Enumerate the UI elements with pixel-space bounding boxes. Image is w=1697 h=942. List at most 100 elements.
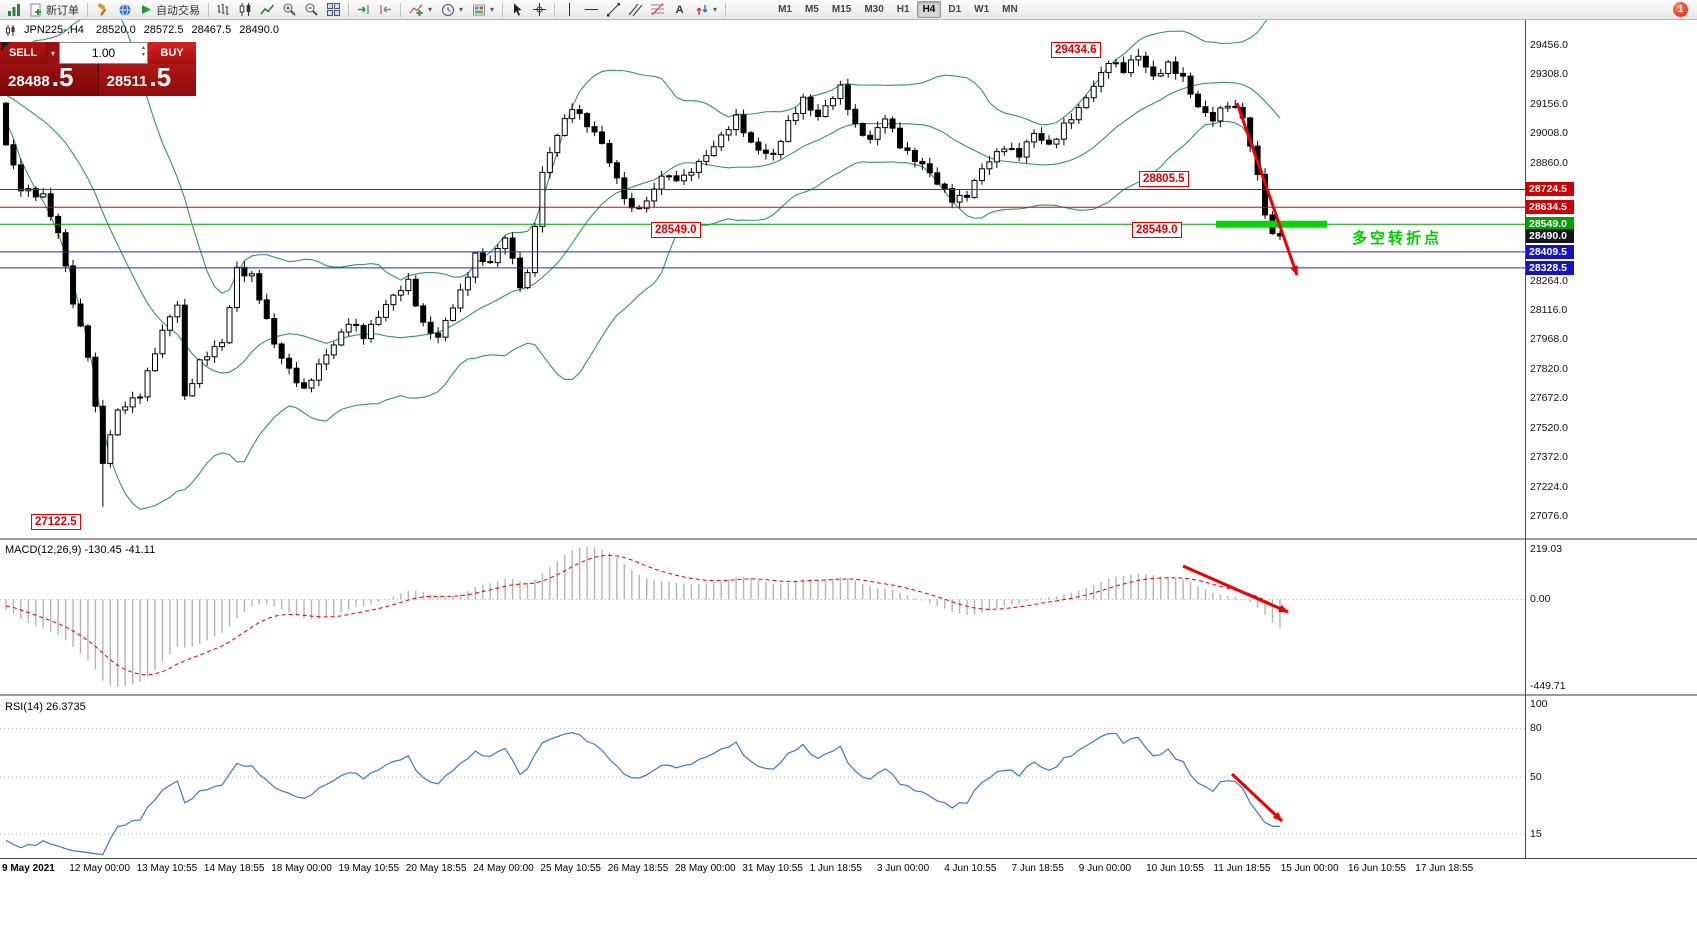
zoom-in-button[interactable] bbox=[279, 1, 300, 19]
time-axis-border bbox=[0, 858, 1697, 859]
volume-spinner[interactable]: ▴ ▾ bbox=[142, 45, 145, 59]
price-level-badge: 28328.5 bbox=[1526, 260, 1574, 275]
timeframe-m1[interactable]: M1 bbox=[778, 4, 792, 15]
time-axis[interactable]: 9 May 2021 12 May 00:00 13 May 10:55 14 May… bbox=[0, 859, 1697, 879]
globe-icon bbox=[119, 3, 130, 16]
price-tick-label: 27672.0 bbox=[1530, 391, 1568, 404]
timeframe-m15[interactable]: M15 bbox=[831, 4, 852, 15]
spinner-up-icon[interactable]: ▴ bbox=[141, 45, 145, 51]
timeframe-w1[interactable]: W1 bbox=[974, 4, 990, 15]
time-label: 18 May 00:00 bbox=[271, 863, 332, 874]
time-label: 9 Jun 00:00 bbox=[1078, 863, 1132, 874]
auto-scroll-icon bbox=[358, 5, 369, 14]
candlestick-icon bbox=[239, 3, 251, 16]
bar-chart-mode-button[interactable] bbox=[213, 1, 234, 19]
chart-shift-icon bbox=[380, 5, 391, 14]
new-order-button[interactable]: 新订单 bbox=[25, 1, 83, 19]
buy-button[interactable]: BUY bbox=[148, 42, 196, 64]
timeframe-h1[interactable]: H1 bbox=[896, 4, 910, 15]
sell-price-display[interactable]: 28488.5 bbox=[0, 64, 98, 96]
time-label: 7 Jun 18:55 bbox=[1011, 863, 1064, 874]
market-button[interactable] bbox=[114, 1, 135, 19]
autotrading-button[interactable]: 自动交易 bbox=[136, 1, 204, 19]
macd-signal-line bbox=[5, 554, 1281, 676]
symbol-icon bbox=[6, 24, 15, 36]
toolbar-separator bbox=[502, 2, 504, 17]
autotrade-play-icon bbox=[142, 5, 151, 14]
trend-arrow[interactable] bbox=[1182, 564, 1289, 614]
fibonacci-icon bbox=[651, 3, 665, 16]
main-price-pane[interactable] bbox=[0, 20, 1525, 538]
crosshair-icon bbox=[533, 3, 547, 16]
one-click-collapse-button[interactable] bbox=[1, 42, 10, 51]
rsi-axis-50: 50 bbox=[1530, 771, 1542, 783]
bar-chart-icon bbox=[217, 4, 229, 15]
tile-windows-button[interactable] bbox=[323, 1, 344, 19]
candlestick-mode-button[interactable] bbox=[235, 1, 256, 19]
line-chart-icon bbox=[260, 4, 275, 15]
price-tick-label: 27076.0 bbox=[1530, 510, 1568, 522]
volume-input[interactable]: 1.00 ▴ ▾ bbox=[59, 42, 148, 64]
price-tick-label: 28264.0 bbox=[1530, 274, 1568, 287]
price-level-badge: 28634.5 bbox=[1526, 200, 1574, 215]
channel-tool-button[interactable] bbox=[625, 1, 646, 19]
price-axis[interactable]: 28724.5 28634.5 28549.0 28409.5 28328.5 28490… bbox=[1526, 20, 1697, 878]
buy-price-display[interactable]: 28511.5 bbox=[97, 64, 196, 96]
price-callout-label[interactable]: 28549.0 bbox=[1132, 222, 1182, 238]
vertical-line-tool-button[interactable] bbox=[559, 1, 580, 19]
price-callout-label[interactable]: 29434.6 bbox=[1051, 42, 1101, 58]
trendline-icon bbox=[607, 3, 621, 17]
macd-pane[interactable] bbox=[0, 540, 1525, 694]
indicators-button[interactable]: ▾ bbox=[405, 1, 436, 19]
timeframe-mn[interactable]: MN bbox=[1002, 4, 1018, 15]
line-chart-mode-button[interactable] bbox=[257, 1, 278, 19]
chart-objects-overlay: 29434.6 28805.5 28549.0 28549.0 27122.5 多空转折点 bbox=[0, 20, 1697, 942]
fibonacci-tool-button[interactable] bbox=[647, 1, 668, 19]
spinner-down-icon[interactable]: ▾ bbox=[141, 52, 145, 58]
price-callout-label[interactable]: 28549.0 bbox=[651, 222, 701, 238]
trend-arrow[interactable] bbox=[1235, 102, 1299, 276]
text-tool-button[interactable]: A bbox=[675, 3, 684, 16]
timeframe-m30[interactable]: M30 bbox=[864, 4, 884, 15]
zoom-in-icon bbox=[283, 3, 296, 16]
macd-indicator-label: MACD(12,26,9) -130.45 -41.11 bbox=[5, 544, 156, 556]
hammer-icon bbox=[97, 2, 106, 16]
sell-button[interactable]: SELL bbox=[0, 42, 46, 64]
price-callout-label[interactable]: 27122.5 bbox=[31, 514, 81, 530]
rsi-pane[interactable] bbox=[0, 696, 1525, 858]
timeframe-d1[interactable]: D1 bbox=[948, 4, 962, 15]
sell-options-dropdown[interactable]: ▾ bbox=[46, 42, 59, 64]
turning-point-note[interactable]: 多空转折点 bbox=[1352, 230, 1443, 247]
new-chart-button[interactable] bbox=[3, 1, 24, 19]
price-tick-label: 29156.0 bbox=[1530, 97, 1568, 110]
time-label: 15 Jun 00:00 bbox=[1280, 863, 1339, 874]
crosshair-tool-button[interactable] bbox=[529, 1, 550, 19]
price-tick-label: 29008.0 bbox=[1530, 127, 1568, 140]
periods-button[interactable]: ▾ bbox=[437, 1, 467, 19]
green-highlight-bar[interactable] bbox=[1216, 220, 1327, 228]
tile-windows-icon bbox=[327, 3, 340, 16]
templates-button[interactable]: ▾ bbox=[468, 1, 498, 19]
trend-arrow[interactable] bbox=[1230, 772, 1284, 823]
price-callout-label[interactable]: 28805.5 bbox=[1139, 171, 1189, 187]
chart-shift-button[interactable] bbox=[375, 1, 396, 19]
chart-window: 28724.5 28634.5 28549.0 28409.5 28328.5 28490… bbox=[0, 20, 1697, 942]
time-label: 1 Jun 18:55 bbox=[809, 863, 862, 874]
macd-histogram bbox=[5, 547, 1281, 687]
pane-splitter[interactable] bbox=[0, 694, 1697, 696]
macd-axis-zero: 0.00 bbox=[1530, 593, 1551, 606]
cursor-tool-button[interactable] bbox=[507, 1, 528, 19]
trendline-tool-button[interactable] bbox=[603, 1, 624, 19]
auto-scroll-button[interactable] bbox=[353, 1, 374, 19]
price-tick-label: 27224.0 bbox=[1530, 480, 1568, 493]
arrows-tool-button[interactable]: ▾ bbox=[691, 1, 721, 19]
arrow-objects-icon bbox=[696, 4, 708, 15]
timeframe-m5[interactable]: M5 bbox=[804, 4, 819, 15]
timeframe-h4[interactable]: H4 bbox=[916, 1, 942, 18]
horizontal-line-tool-button[interactable] bbox=[581, 1, 602, 19]
zoom-out-button[interactable] bbox=[301, 1, 322, 19]
metaeditor-button[interactable] bbox=[92, 1, 113, 19]
pane-splitter[interactable] bbox=[0, 538, 1697, 540]
time-label: 19 May 10:55 bbox=[338, 863, 400, 874]
notification-badge[interactable]: 1 bbox=[1673, 2, 1688, 17]
